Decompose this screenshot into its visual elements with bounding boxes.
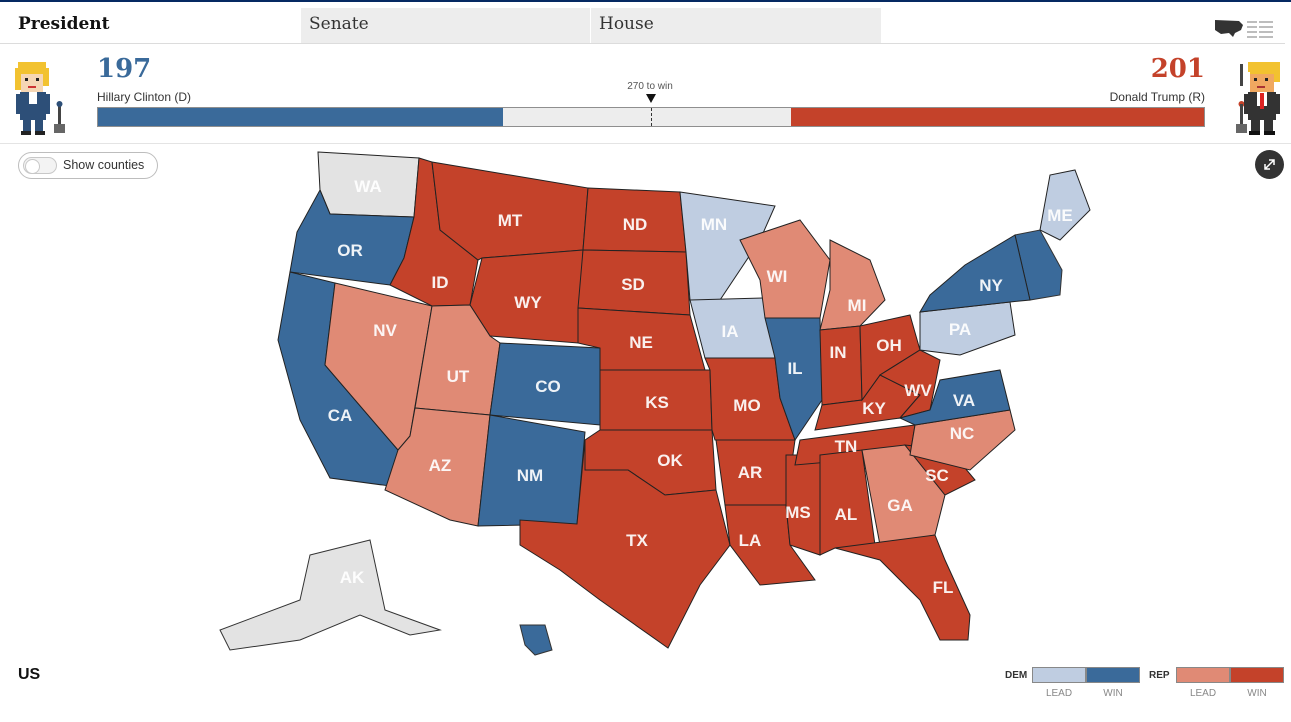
state-label-va: VA <box>953 391 975 410</box>
state-mi[interactable] <box>819 239 886 331</box>
expand-icon <box>1264 159 1275 170</box>
us-map-icon[interactable] <box>1215 20 1243 37</box>
state-va[interactable] <box>898 369 1011 426</box>
state-label-al: AL <box>835 505 858 524</box>
state-label-sc: SC <box>925 466 949 485</box>
state-me[interactable] <box>1039 169 1091 241</box>
state-label-me: ME <box>1047 206 1073 225</box>
state-ny[interactable] <box>919 234 1031 313</box>
state-label-tx: TX <box>626 531 648 550</box>
threshold-arrow-icon <box>646 94 656 103</box>
state-label-wv: WV <box>904 381 932 400</box>
dem-vote-fill <box>98 108 503 126</box>
legend-rep-lead-label: LEAD <box>1189 688 1217 699</box>
state-wy[interactable] <box>469 249 584 344</box>
state-label-or: OR <box>337 241 363 260</box>
state-label-id: ID <box>432 273 449 292</box>
view-switcher <box>1209 16 1279 40</box>
state-label-nm: NM <box>517 466 543 485</box>
state-label-az: AZ <box>429 456 452 475</box>
state-label-sd: SD <box>621 275 645 294</box>
state-label-in: IN <box>830 343 847 362</box>
legend-dem-win-swatch <box>1086 667 1140 683</box>
state-label-mo: MO <box>733 396 760 415</box>
legend-dem-win-label: WIN <box>1103 688 1123 699</box>
state-label-ny: NY <box>979 276 1003 295</box>
state-hi[interactable] <box>519 624 553 656</box>
legend-rep-lead-swatch <box>1176 667 1230 683</box>
state-label-ky: KY <box>862 399 886 418</box>
state-label-ok: OK <box>657 451 683 470</box>
state-label-ut: UT <box>447 367 470 386</box>
state-label-la: LA <box>739 531 762 550</box>
top-accent-line <box>0 0 1291 2</box>
show-counties-label: Show counties <box>63 158 145 172</box>
state-nc[interactable] <box>909 409 1016 471</box>
state-label-mn: MN <box>701 215 727 234</box>
rep-electoral-votes: 201 <box>1150 54 1205 84</box>
state-label-wi: WI <box>767 267 788 286</box>
state-label-ne: NE <box>629 333 653 352</box>
state-label-nc: NC <box>950 424 975 443</box>
list-view-icon[interactable] <box>1247 21 1273 38</box>
state-label-nd: ND <box>623 215 648 234</box>
state-in[interactable] <box>819 325 863 406</box>
state-label-ga: GA <box>887 496 913 515</box>
show-counties-toggle[interactable]: Show counties <box>18 152 158 179</box>
state-label-ks: KS <box>645 393 669 412</box>
state-label-pa: PA <box>949 320 971 339</box>
electoral-vote-bar <box>97 107 1205 127</box>
legend-rep-win-label: WIN <box>1247 688 1267 699</box>
legend-rep-label: REP <box>1149 670 1170 681</box>
legend-rep-win-swatch <box>1230 667 1284 683</box>
state-label-ak: AK <box>340 568 365 587</box>
toggle-switch[interactable] <box>23 157 57 174</box>
threshold-marker <box>651 108 652 126</box>
tab-divider <box>0 43 1285 44</box>
state-label-ms: MS <box>785 503 811 522</box>
state-label-tn: TN <box>835 437 858 456</box>
legend-dem-lead-swatch <box>1032 667 1086 683</box>
tab-president[interactable]: President <box>0 8 300 44</box>
threshold-label: 270 to win <box>627 81 673 92</box>
state-ga[interactable] <box>861 444 946 546</box>
state-tx[interactable] <box>519 439 731 649</box>
clinton-avatar <box>12 60 72 140</box>
header-divider <box>0 143 1291 144</box>
state-fl[interactable] <box>834 534 971 641</box>
rep-candidate-name: Donald Trump (R) <box>1109 90 1205 104</box>
state-label-wy: WY <box>514 293 542 312</box>
map-legend: DEM LEAD WIN REP LEAD WIN <box>1000 666 1290 706</box>
legend-dem-lead-label: LEAD <box>1045 688 1073 699</box>
expand-button[interactable] <box>1255 150 1284 179</box>
trump-avatar <box>1230 60 1290 140</box>
state-label-ar: AR <box>738 463 763 482</box>
state-label-ia: IA <box>722 322 739 341</box>
state-label-oh: OH <box>876 336 902 355</box>
state-label-wa: WA <box>354 177 381 196</box>
tab-senate[interactable]: Senate <box>301 8 590 44</box>
state-il[interactable] <box>764 317 823 442</box>
state-label-co: CO <box>535 377 561 396</box>
state-label-ca: CA <box>328 406 353 425</box>
state-label-nv: NV <box>373 321 397 340</box>
state-label-hi: HI <box>474 629 491 648</box>
us-electoral-map: WA OR CA NV ID MT WY UT AZ CO NM ND SD NE KS OK TX MN IA MO… <box>219 151 1091 656</box>
state-label-mt: MT <box>498 211 523 230</box>
state-label-mi: MI <box>848 296 867 315</box>
rep-vote-fill <box>790 108 1204 126</box>
dem-candidate-name: Hillary Clinton (D) <box>97 90 192 104</box>
state-ak[interactable] <box>219 539 442 651</box>
state-label-il: IL <box>787 359 802 378</box>
race-tabs: President Senate House <box>0 8 1291 44</box>
state-label-fl: FL <box>933 578 954 597</box>
dem-electoral-votes: 197 <box>97 54 152 84</box>
legend-dem-label: DEM <box>1005 670 1028 681</box>
region-label: US <box>18 666 41 683</box>
tab-house[interactable]: House <box>591 8 881 44</box>
